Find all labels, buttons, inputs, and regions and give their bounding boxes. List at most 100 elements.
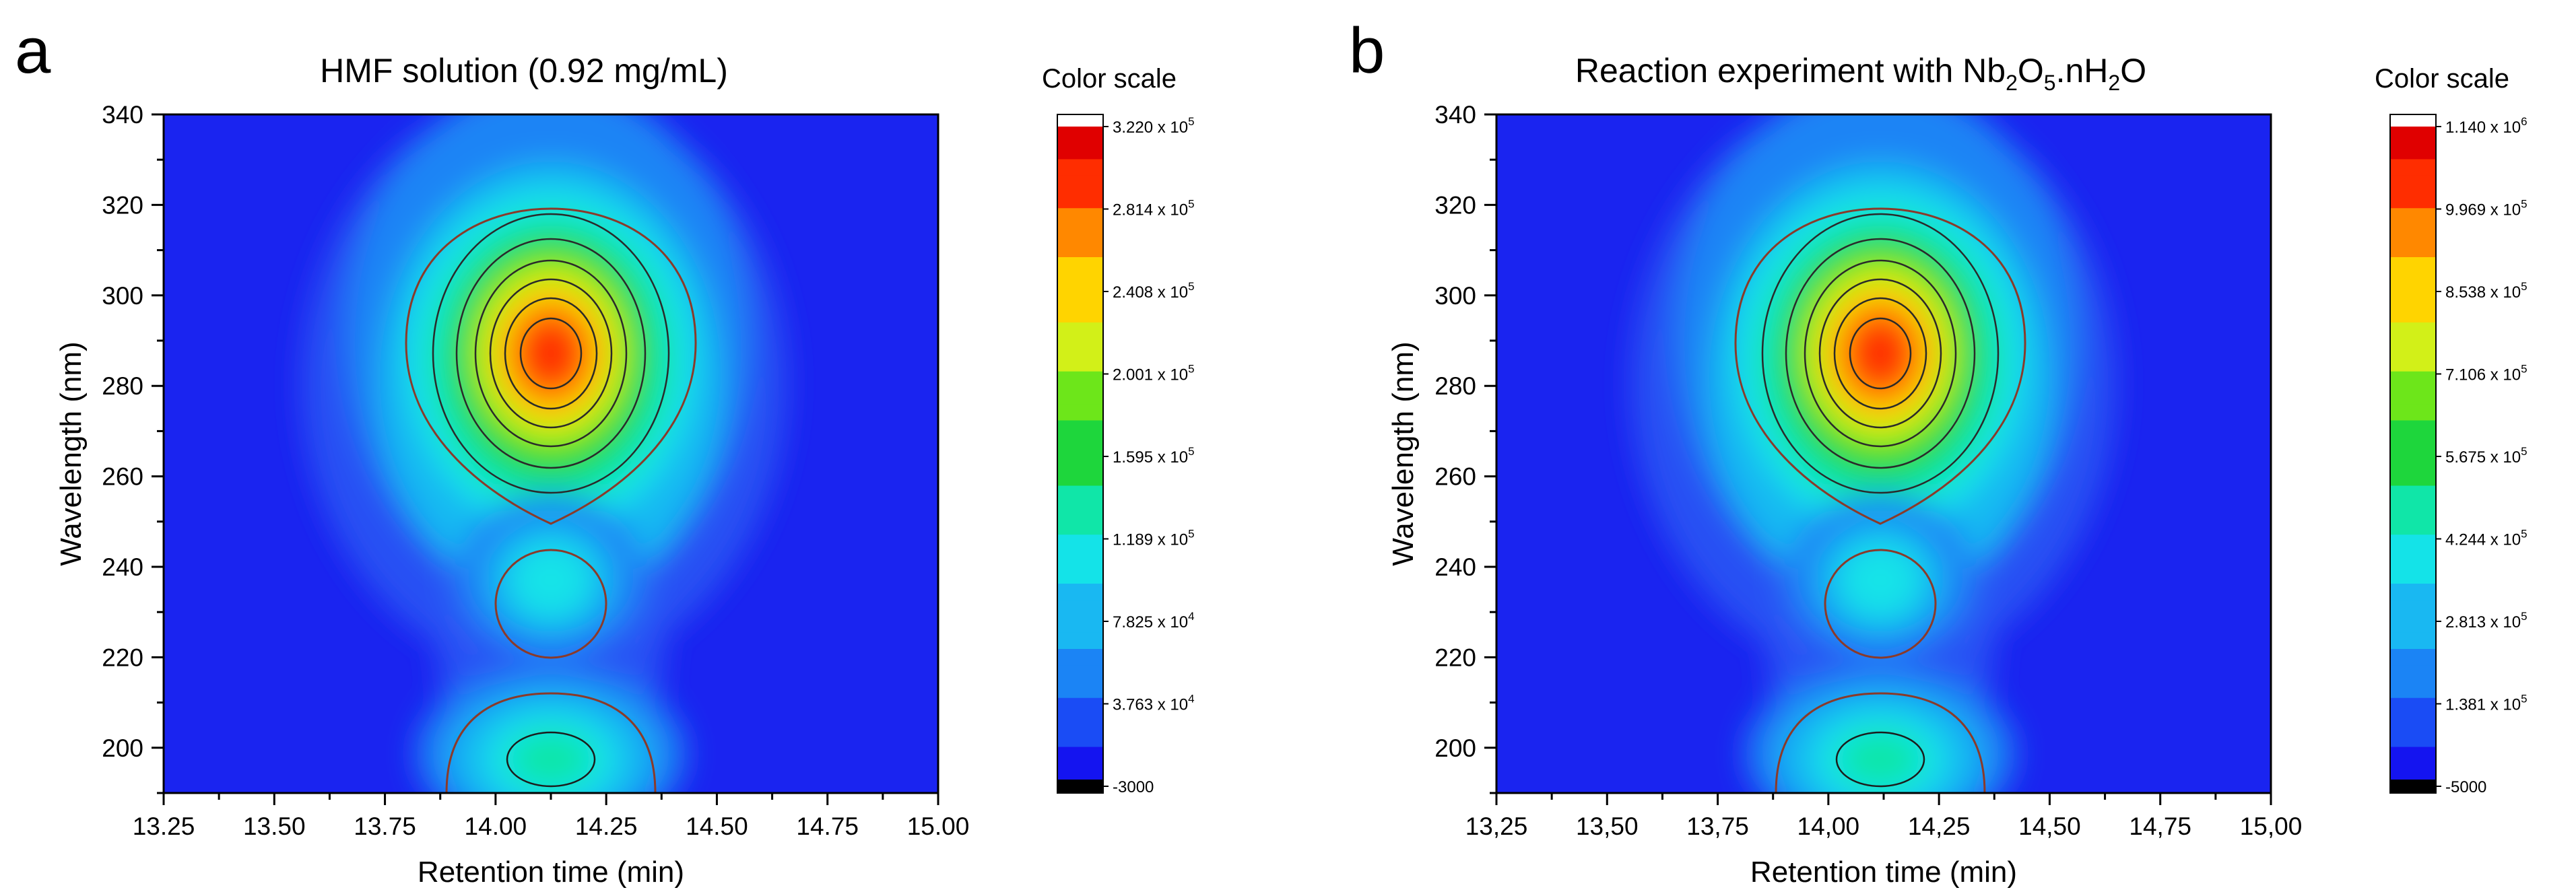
- colorbar-band: [2390, 453, 2436, 470]
- colorbar-tick-base: 7.825 x 10: [1113, 613, 1188, 631]
- x-tick-label: 13.25: [133, 813, 195, 840]
- colorbar-tick-base: 1.140 x 10: [2445, 118, 2521, 137]
- x-tick-label: 14,25: [1908, 813, 1971, 840]
- colorbar-tick-base: 5.675 x 10: [2445, 448, 2521, 467]
- y-tick-label: 260: [102, 463, 143, 491]
- colorbar-band: [2390, 192, 2436, 209]
- colorbar-tick-exponent: 5: [1188, 280, 1194, 293]
- colorbar-band: [1057, 632, 1103, 650]
- colorbar-band: [2390, 567, 2436, 584]
- colorbar-tick-label: 1.140 x 106: [2445, 115, 2528, 137]
- colorbar-tick-exponent: 5: [1188, 528, 1194, 541]
- colorbar-band: [1057, 436, 1103, 454]
- colorbar-tick-label: 3.763 x 104: [1113, 693, 1195, 714]
- colorbar-tick-label: 1.381 x 105: [2445, 693, 2528, 714]
- colorbar-band: [1057, 681, 1103, 699]
- colorbar-band: [1057, 502, 1103, 519]
- colorbar-band: [2390, 469, 2436, 487]
- x-tick-label: 14.25: [575, 813, 638, 840]
- colorbar-band: [2390, 600, 2436, 617]
- colorbar-band: [1057, 143, 1103, 160]
- colorbar-tick-label: 2.001 x 105: [1113, 363, 1195, 384]
- colorbar-band: [1057, 584, 1103, 600]
- colorbar-band: [1057, 388, 1103, 405]
- title-b-part-o: O: [2018, 52, 2044, 90]
- colorbar-band: [1057, 485, 1103, 503]
- colorbar-tick-base: 3.763 x 10: [1113, 696, 1188, 714]
- colorbar-frame: [2389, 114, 2437, 794]
- title-b-sub-2: 2: [2006, 71, 2018, 95]
- y-tick-label: 300: [1434, 282, 1476, 310]
- colorbar-band: [1057, 224, 1103, 242]
- colorbar-title-a: Color scale: [1042, 64, 1177, 94]
- colorbar-band: [2390, 240, 2436, 258]
- colorbar-band: [1057, 535, 1103, 552]
- y-tick-label: 340: [102, 101, 143, 129]
- colorbar-tick-label: 8.538 x 105: [2445, 280, 2528, 302]
- x-tick-label: 15.00: [907, 813, 970, 840]
- colorbar-tick-label: 7.825 x 104: [1113, 610, 1195, 631]
- colorbar-tick-label: 5.675 x 105: [2445, 445, 2528, 467]
- panel-letter-b: b: [1349, 15, 1385, 87]
- y-tick-label: 340: [1434, 101, 1476, 129]
- colorbar-tick-base: 1.595 x 10: [1113, 448, 1188, 467]
- colorbar-band: [1057, 208, 1103, 226]
- colorbar-tick-label: -5000: [2445, 778, 2486, 796]
- y-axis-label-a: Wavelength (nm): [55, 341, 88, 565]
- colorbar-frame: [1057, 114, 1104, 794]
- colorbar-band: [1057, 665, 1103, 683]
- colorbar-tick-base: 2.408 x 10: [1113, 283, 1188, 302]
- x-axis-b: 13,25 13,50 13,75 14,00 14,25 14,50 14,75 15,00: [1465, 793, 2302, 840]
- colorbar-band: [1057, 127, 1103, 143]
- colorbar-band: [2390, 257, 2436, 274]
- colorbar-band: [2390, 371, 2436, 388]
- colorbar-bottom-cap: [2390, 780, 2436, 793]
- colorbar-tick-base: 1.189 x 10: [1113, 531, 1188, 549]
- colorbar-tick-exponent: 5: [2521, 610, 2527, 623]
- colorbar-tick-label: 7.106 x 105: [2445, 363, 2528, 384]
- colorbar-band: [1057, 616, 1103, 633]
- colorbar-band: [2390, 730, 2436, 748]
- x-tick-label: 14.75: [796, 813, 859, 840]
- y-tick-label: 240: [1434, 553, 1476, 581]
- colorbar-band: [2390, 143, 2436, 160]
- colorbar-band: [1057, 714, 1103, 731]
- colorbar-band: [2390, 404, 2436, 421]
- colorbar-band: [1057, 453, 1103, 470]
- colorbar-tick-exponent: 5: [2521, 280, 2527, 293]
- title-b-part-1: Reaction experiment with Nb: [1575, 52, 2006, 90]
- colorbar-band: [1057, 273, 1103, 291]
- colorbar-tick-base: 9.969 x 10: [2445, 201, 2521, 219]
- x-axis-label-b: Retention time (min): [1750, 856, 2017, 889]
- title-b-sub-5: 5: [2044, 71, 2056, 95]
- y-axis-a: 340 320 300 280 260 240 220 200: [102, 101, 164, 794]
- x-tick-label: 13.50: [243, 813, 306, 840]
- colorbar-band: [2390, 535, 2436, 552]
- x-tick-label: 13,25: [1465, 813, 1528, 840]
- colorbar-band: [2390, 551, 2436, 568]
- colorbar-band: [1057, 355, 1103, 372]
- colorbar-band: [2390, 127, 2436, 143]
- colorbar-band: [2390, 322, 2436, 339]
- heatmap-a: [162, 113, 939, 794]
- colorbar-band: [1057, 371, 1103, 388]
- colorbar-band: [2390, 485, 2436, 503]
- y-tick-label: 220: [1434, 644, 1476, 671]
- colorbar-tick-label: 1.189 x 105: [1113, 528, 1195, 549]
- colorbar-band: [2390, 584, 2436, 600]
- colorbar-tick-base: 7.106 x 10: [2445, 366, 2521, 384]
- colorbar-top-cap: [2390, 114, 2436, 127]
- colorbar-tick-base: 4.244 x 10: [2445, 531, 2521, 549]
- colorbar-band: [2390, 502, 2436, 519]
- x-tick-label: 14,75: [2129, 813, 2191, 840]
- colorbar-band: [2390, 518, 2436, 535]
- x-tick-label: 14.00: [465, 813, 527, 840]
- colorbar-tick-exponent: 5: [2521, 693, 2527, 705]
- x-tick-label: 13.75: [354, 813, 416, 840]
- colorbar-tick-base: -5000: [2445, 778, 2486, 796]
- colorbar-band: [2390, 714, 2436, 731]
- colorbar-tick-exponent: 4: [1188, 693, 1194, 705]
- colorbar-band: [1057, 551, 1103, 568]
